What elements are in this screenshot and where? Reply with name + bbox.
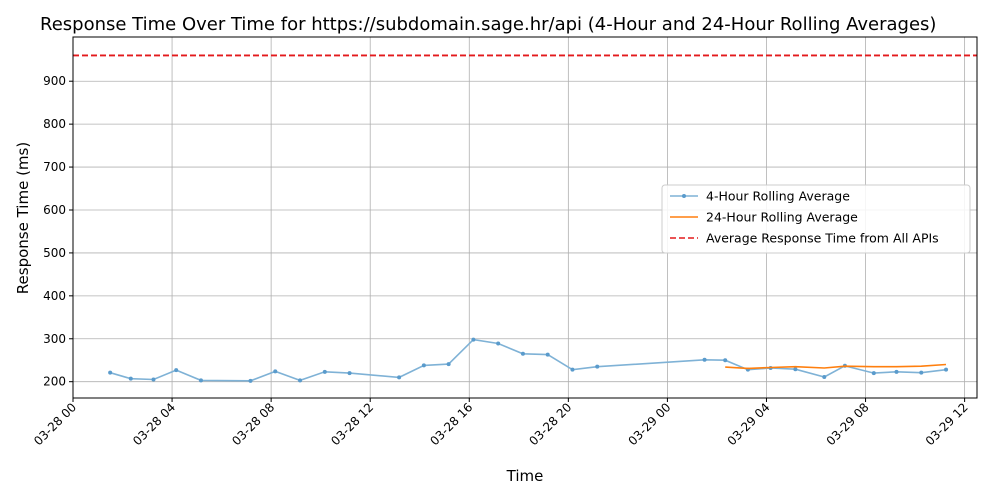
data-point bbox=[322, 369, 327, 374]
data-point bbox=[421, 363, 426, 368]
plot-frame bbox=[72, 36, 978, 399]
data-point bbox=[198, 378, 203, 383]
y-tick-label: 200 bbox=[43, 375, 66, 389]
data-point bbox=[128, 376, 133, 381]
x-tick-label: 03-28 08 bbox=[229, 400, 277, 448]
x-tick-label: 03-28 16 bbox=[427, 400, 475, 448]
data-point bbox=[520, 351, 525, 356]
data-point bbox=[347, 371, 352, 376]
data-point bbox=[151, 377, 156, 382]
x-tick-label: 03-29 08 bbox=[824, 400, 872, 448]
legend: 4-Hour Rolling Average 24-Hour Rolling Av… bbox=[661, 184, 971, 254]
data-point bbox=[723, 358, 728, 363]
y-tick-label: 500 bbox=[43, 246, 66, 260]
x-tick-label: 03-28 20 bbox=[526, 400, 574, 448]
data-point bbox=[570, 367, 575, 372]
data-point bbox=[944, 367, 949, 372]
legend-marker bbox=[682, 194, 686, 198]
data-point bbox=[174, 368, 179, 373]
data-point bbox=[496, 341, 501, 346]
series-line-4h bbox=[109, 338, 947, 382]
data-point bbox=[595, 364, 600, 369]
series-group bbox=[108, 337, 949, 383]
x-tick-label: 03-28 12 bbox=[328, 400, 376, 448]
y-tick-label: 600 bbox=[43, 203, 66, 217]
data-point bbox=[248, 378, 253, 383]
data-point bbox=[273, 369, 278, 374]
chart-title: Response Time Over Time for https://subd… bbox=[40, 14, 936, 35]
x-tick-label: 03-29 12 bbox=[923, 400, 971, 448]
data-point bbox=[793, 367, 798, 372]
data-point bbox=[397, 375, 402, 380]
legend-label: 4-Hour Rolling Average bbox=[706, 189, 850, 204]
series-line-24h bbox=[725, 363, 947, 370]
data-point bbox=[702, 357, 707, 362]
y-tick-label: 400 bbox=[43, 289, 66, 303]
data-point bbox=[545, 352, 550, 357]
legend-label: Average Response Time from All APIs bbox=[706, 231, 939, 246]
x-tick-label: 03-29 00 bbox=[625, 400, 673, 448]
data-point bbox=[822, 374, 827, 379]
x-axis: 03-28 00 03-28 04 03-28 08 03-28 12 03-28 16… bbox=[31, 398, 971, 448]
y-tick-label: 300 bbox=[43, 332, 66, 346]
legend-label: 24-Hour Rolling Average bbox=[706, 210, 858, 225]
data-point bbox=[871, 371, 876, 376]
data-point bbox=[108, 370, 113, 375]
x-tick-label: 03-28 04 bbox=[130, 400, 178, 448]
x-axis-title: Time bbox=[506, 467, 544, 485]
data-point bbox=[919, 370, 924, 375]
y-tick-label: 700 bbox=[43, 160, 66, 174]
data-point bbox=[894, 369, 899, 374]
x-tick-label: 03-29 04 bbox=[725, 400, 773, 448]
y-axis-title: Response Time (ms) bbox=[14, 142, 32, 294]
data-point bbox=[446, 362, 451, 367]
y-tick-label: 900 bbox=[43, 74, 66, 88]
x-tick-label: 03-28 00 bbox=[31, 400, 79, 448]
y-tick-label: 800 bbox=[43, 117, 66, 131]
data-point bbox=[298, 378, 303, 383]
legend-box bbox=[661, 184, 971, 254]
y-axis: 200 300 400 500 600 700 800 900 bbox=[43, 74, 73, 389]
data-point bbox=[471, 337, 476, 342]
